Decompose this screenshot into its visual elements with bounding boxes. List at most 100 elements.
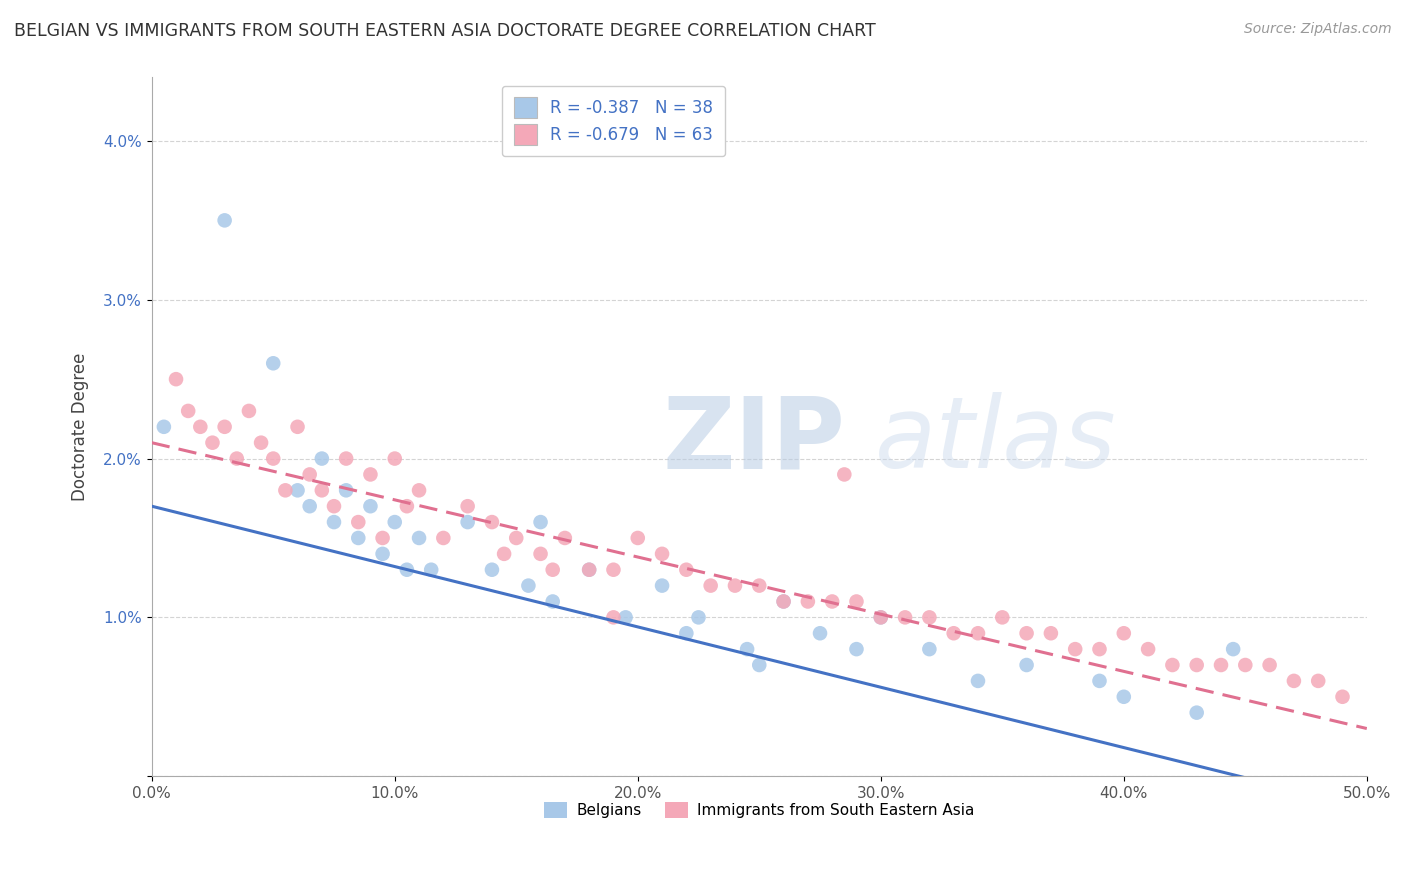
Point <box>554 531 576 545</box>
Point <box>541 563 564 577</box>
Point <box>384 451 406 466</box>
Point <box>335 483 357 498</box>
Point <box>942 626 965 640</box>
Point <box>1222 642 1244 657</box>
Point <box>991 610 1014 624</box>
Text: Source: ZipAtlas.com: Source: ZipAtlas.com <box>1244 22 1392 37</box>
Point <box>505 531 527 545</box>
Point <box>699 579 721 593</box>
Point <box>1015 658 1038 673</box>
Point <box>225 451 247 466</box>
Point <box>262 356 284 370</box>
Point <box>371 547 394 561</box>
Point <box>177 404 200 418</box>
Point <box>1088 673 1111 688</box>
Point <box>1282 673 1305 688</box>
Point <box>347 531 370 545</box>
Point <box>772 594 794 608</box>
Point <box>298 467 321 482</box>
Point <box>834 467 856 482</box>
Point <box>323 515 346 529</box>
Point <box>165 372 187 386</box>
Point <box>311 451 333 466</box>
Point <box>845 594 868 608</box>
Point <box>602 610 624 624</box>
Point <box>214 419 236 434</box>
Text: atlas: atlas <box>875 392 1116 490</box>
Point <box>1234 658 1257 673</box>
Point <box>627 531 650 545</box>
Text: BELGIAN VS IMMIGRANTS FROM SOUTH EASTERN ASIA DOCTORATE DEGREE CORRELATION CHART: BELGIAN VS IMMIGRANTS FROM SOUTH EASTERN… <box>14 22 876 40</box>
Point <box>1161 658 1184 673</box>
Point <box>395 563 418 577</box>
Point <box>748 658 770 673</box>
Point <box>347 515 370 529</box>
Point <box>188 419 211 434</box>
Point <box>371 531 394 545</box>
Point <box>797 594 820 608</box>
Point <box>359 467 381 482</box>
Point <box>675 626 697 640</box>
Point <box>967 626 990 640</box>
Point <box>578 563 600 577</box>
Point <box>287 419 309 434</box>
Point <box>335 451 357 466</box>
Point <box>1064 642 1087 657</box>
Point <box>651 547 673 561</box>
Point <box>724 579 747 593</box>
Point <box>214 213 236 227</box>
Point <box>578 563 600 577</box>
Point <box>894 610 917 624</box>
Point <box>529 515 551 529</box>
Point <box>457 499 479 513</box>
Point <box>772 594 794 608</box>
Legend: Belgians, Immigrants from South Eastern Asia: Belgians, Immigrants from South Eastern … <box>538 797 980 824</box>
Point <box>481 563 503 577</box>
Point <box>1308 673 1330 688</box>
Y-axis label: Doctorate Degree: Doctorate Degree <box>72 352 89 501</box>
Point <box>918 610 941 624</box>
Point <box>201 435 224 450</box>
Point <box>845 642 868 657</box>
Point <box>420 563 443 577</box>
Point <box>1258 658 1281 673</box>
Point <box>457 515 479 529</box>
Point <box>735 642 758 657</box>
Point <box>408 531 430 545</box>
Point <box>494 547 516 561</box>
Point <box>1185 658 1208 673</box>
Point <box>517 579 540 593</box>
Point <box>602 563 624 577</box>
Point <box>541 594 564 608</box>
Point <box>748 579 770 593</box>
Point <box>323 499 346 513</box>
Point <box>918 642 941 657</box>
Point <box>808 626 831 640</box>
Point <box>869 610 891 624</box>
Point <box>688 610 710 624</box>
Point <box>529 547 551 561</box>
Point <box>1088 642 1111 657</box>
Point <box>1137 642 1160 657</box>
Point <box>298 499 321 513</box>
Point <box>395 499 418 513</box>
Point <box>408 483 430 498</box>
Point <box>1209 658 1232 673</box>
Point <box>1039 626 1062 640</box>
Point <box>651 579 673 593</box>
Point <box>384 515 406 529</box>
Point <box>287 483 309 498</box>
Point <box>262 451 284 466</box>
Point <box>153 419 176 434</box>
Point <box>675 563 697 577</box>
Point <box>238 404 260 418</box>
Point <box>250 435 273 450</box>
Point <box>821 594 844 608</box>
Point <box>432 531 454 545</box>
Text: ZIP: ZIP <box>662 392 845 490</box>
Point <box>311 483 333 498</box>
Point <box>274 483 297 498</box>
Point <box>967 673 990 688</box>
Point <box>869 610 891 624</box>
Point <box>359 499 381 513</box>
